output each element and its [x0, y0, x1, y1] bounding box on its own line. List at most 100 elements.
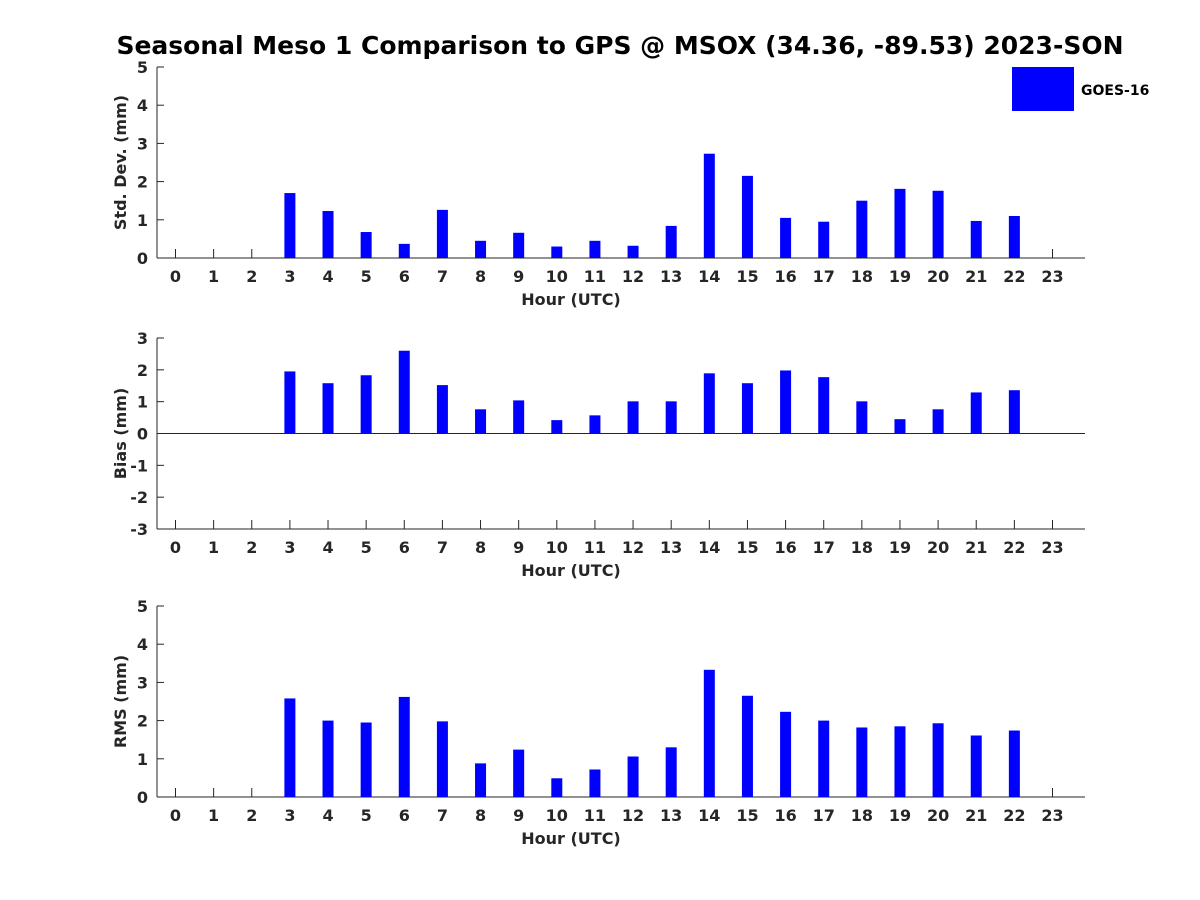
- x-tick-label: 8: [475, 538, 486, 557]
- bar-hour-15: [741, 695, 753, 797]
- bar-hour-15: [741, 383, 753, 434]
- x-tick-label: 23: [1041, 538, 1063, 557]
- y-tick-label: 1: [137, 211, 148, 230]
- x-tick-label: 13: [660, 806, 682, 825]
- bar-hour-5: [360, 722, 372, 797]
- x-tick-label: 22: [1003, 267, 1025, 286]
- chart-title: Seasonal Meso 1 Comparison to GPS @ MSOX…: [116, 31, 1123, 60]
- bar-hour-11: [589, 415, 601, 434]
- bar-hour-22: [1008, 215, 1020, 258]
- y-tick-label: 3: [137, 134, 148, 153]
- x-tick-label: 7: [437, 538, 448, 557]
- bar-hour-18: [856, 727, 868, 797]
- x-tick-label: 6: [399, 806, 410, 825]
- bar-hour-13: [665, 401, 677, 434]
- y-tick-label: 0: [137, 249, 148, 268]
- bar-hour-6: [398, 350, 410, 434]
- bar-hour-22: [1008, 390, 1020, 434]
- bar-hour-20: [932, 190, 944, 258]
- bar-hour-8: [475, 409, 487, 434]
- x-axis-label: Hour (UTC): [521, 561, 621, 580]
- bar-hour-4: [322, 211, 334, 258]
- bar-hour-16: [780, 711, 792, 797]
- x-tick-label: 3: [284, 806, 295, 825]
- x-tick-label: 11: [584, 538, 606, 557]
- x-tick-label: 18: [851, 538, 873, 557]
- bar-hour-13: [665, 225, 677, 258]
- bar-hour-18: [856, 200, 868, 258]
- bar-hour-10: [551, 420, 563, 434]
- y-tick-label: 3: [137, 329, 148, 348]
- bar-hour-12: [627, 245, 639, 258]
- x-tick-label: 23: [1041, 267, 1063, 286]
- x-tick-label: 2: [246, 806, 257, 825]
- bar-hour-10: [551, 246, 563, 258]
- legend-label: GOES-16: [1081, 83, 1149, 99]
- x-tick-label: 9: [513, 538, 524, 557]
- x-tick-label: 22: [1003, 538, 1025, 557]
- y-axis-label: RMS (mm): [111, 655, 130, 748]
- bar-hour-3: [284, 698, 296, 797]
- bar-hour-13: [665, 747, 677, 797]
- bar-hour-21: [970, 220, 982, 258]
- bar-hour-14: [703, 153, 715, 258]
- x-tick-label: 17: [813, 267, 835, 286]
- x-tick-label: 12: [622, 267, 644, 286]
- y-tick-label: 5: [137, 58, 148, 77]
- bar-hour-11: [589, 240, 601, 258]
- x-tick-label: 6: [399, 267, 410, 286]
- x-tick-label: 7: [437, 267, 448, 286]
- y-axis-label: Bias (mm): [111, 388, 130, 480]
- x-tick-label: 14: [698, 538, 720, 557]
- bar-hour-21: [970, 392, 982, 434]
- x-tick-label: 13: [660, 267, 682, 286]
- bar-hour-3: [284, 371, 296, 434]
- x-tick-label: 4: [322, 806, 333, 825]
- x-tick-label: 4: [322, 267, 333, 286]
- bar-hour-11: [589, 769, 601, 797]
- bar-hour-7: [436, 721, 448, 797]
- bar-hour-16: [780, 370, 792, 434]
- x-tick-label: 16: [774, 806, 796, 825]
- x-tick-label: 4: [322, 538, 333, 557]
- x-tick-label: 20: [927, 267, 949, 286]
- x-tick-label: 9: [513, 806, 524, 825]
- bar-hour-19: [894, 188, 906, 258]
- bar-hour-22: [1008, 730, 1020, 797]
- bar-hour-16: [780, 217, 792, 258]
- x-tick-label: 17: [813, 538, 835, 557]
- y-tick-label: 1: [137, 750, 148, 769]
- bar-hour-18: [856, 401, 868, 434]
- bar-hour-15: [741, 175, 753, 258]
- y-tick-label: 1: [137, 393, 148, 412]
- bar-hour-12: [627, 756, 639, 797]
- y-tick-label: 4: [137, 635, 148, 654]
- bar-hour-5: [360, 232, 372, 258]
- x-tick-label: 10: [546, 538, 568, 557]
- bar-hour-7: [436, 209, 448, 258]
- y-tick-label: -1: [130, 456, 148, 475]
- x-tick-label: 19: [889, 538, 911, 557]
- x-tick-label: 16: [774, 538, 796, 557]
- x-tick-label: 17: [813, 806, 835, 825]
- bar-hour-14: [703, 373, 715, 434]
- x-tick-label: 7: [437, 806, 448, 825]
- x-tick-label: 18: [851, 806, 873, 825]
- bar-hour-21: [970, 735, 982, 797]
- bar-hour-14: [703, 669, 715, 797]
- bar-hour-17: [818, 221, 830, 258]
- y-tick-label: 5: [137, 597, 148, 616]
- legend-swatch: [1012, 67, 1074, 111]
- x-tick-label: 1: [208, 538, 219, 557]
- bar-hour-12: [627, 401, 639, 434]
- bar-hour-6: [398, 696, 410, 797]
- x-tick-label: 14: [698, 267, 720, 286]
- x-tick-label: 5: [361, 806, 372, 825]
- bar-hour-6: [398, 243, 410, 258]
- x-tick-label: 12: [622, 806, 644, 825]
- y-axis-label: Std. Dev. (mm): [111, 95, 130, 230]
- bar-hour-9: [513, 232, 525, 258]
